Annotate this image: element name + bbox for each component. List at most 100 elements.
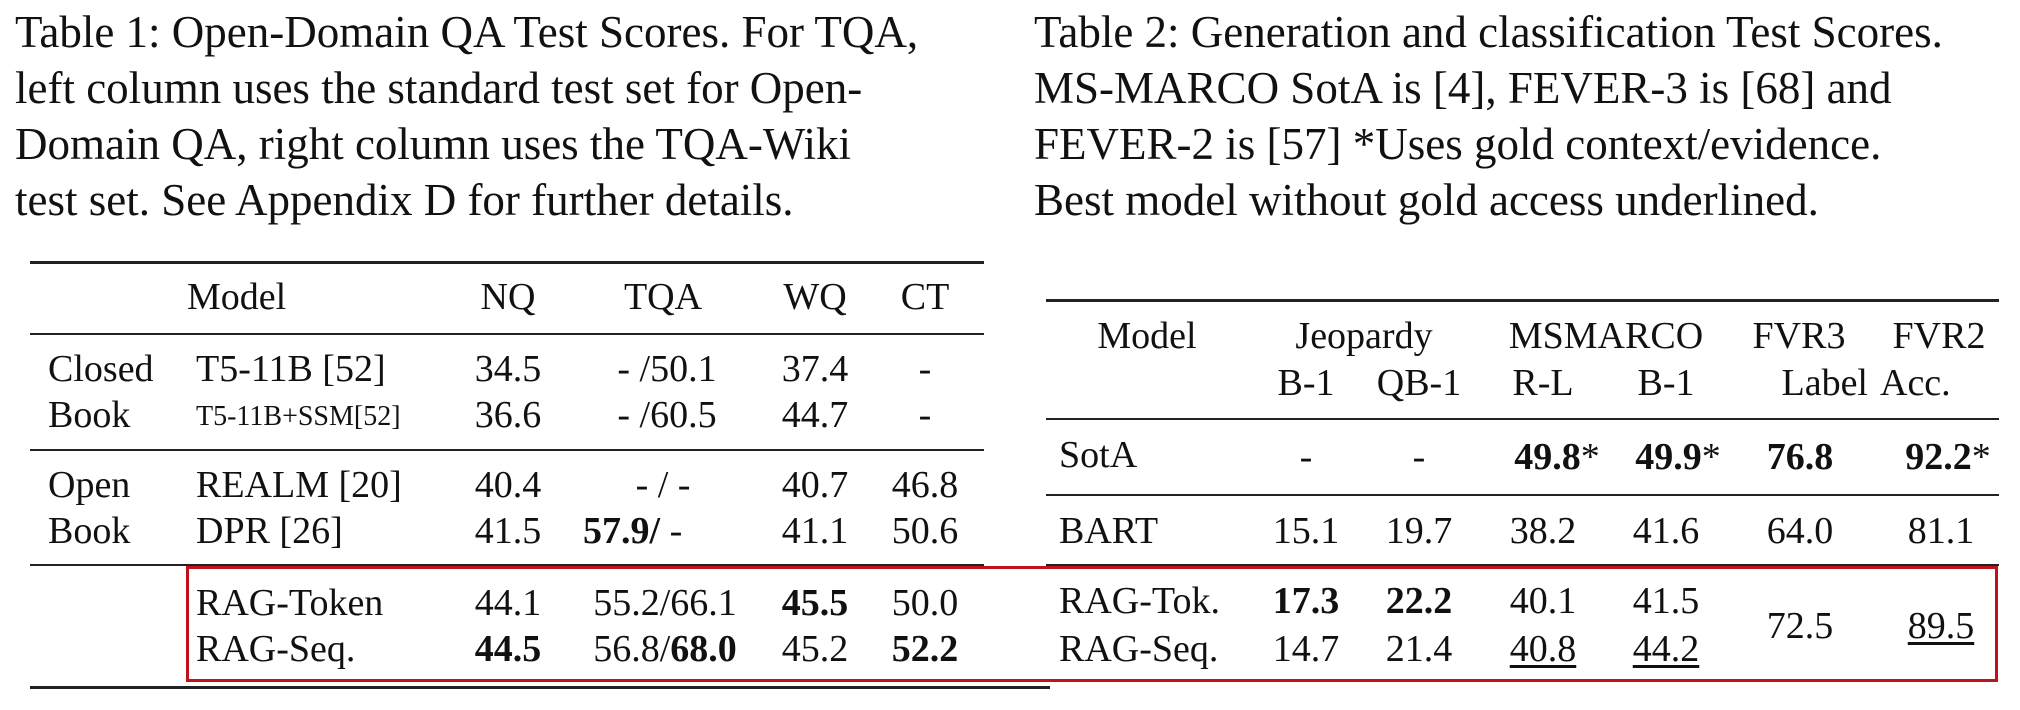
- table1-cell-wq: 44.7: [781, 394, 849, 436]
- table2-row-model: RAG-Seq.: [1059, 628, 1219, 670]
- table2-row-model: SotA: [1059, 434, 1138, 476]
- table1-cell-tqa: 56.8/68.0: [593, 627, 737, 671]
- table2-cell-b1: 15.1: [1272, 510, 1340, 552]
- table2-subheader-b1: B-1: [1637, 362, 1695, 404]
- table2-cell-rl: 40.1: [1509, 580, 1577, 622]
- caption-line: MS-MARCO SotA is [4], FEVER-3 is [68] an…: [1034, 63, 1892, 113]
- table1-caption: Table 1: Open-Domain QA Test Scores. For…: [15, 4, 1000, 228]
- caption-line: Best model without gold access underline…: [1034, 175, 1819, 225]
- rag-highlight-box: [186, 566, 1998, 682]
- table2-subheader-label: Label: [1781, 362, 1868, 404]
- table1-cell-wq: 40.7: [781, 464, 849, 506]
- table2-cell-rl: 40.8: [1509, 628, 1577, 670]
- table2-cell-fvr3: 72.5: [1766, 605, 1834, 647]
- table1-cell-tqa: 55.2/66.1: [593, 582, 737, 624]
- table1-cell-tqa: - / -: [635, 464, 691, 506]
- table2-cell-b1: 17.3: [1272, 580, 1340, 622]
- table2-group-rule: [1046, 564, 1999, 566]
- table2-cell-qb1: -: [1412, 436, 1426, 478]
- table2-subheader-b1: B-1: [1277, 362, 1335, 404]
- table1-cell-nq: 44.1: [474, 582, 542, 624]
- caption-line: Table 2: Generation and classification T…: [1034, 7, 1943, 57]
- table2-row-model: BART: [1059, 510, 1159, 552]
- table2-cell-rl: 49.8*: [1514, 435, 1600, 479]
- group-label-closed: Closed: [48, 348, 154, 390]
- table2-cell-fvr2: 81.1: [1907, 510, 1975, 552]
- table1-cell-nq: 44.5: [474, 628, 542, 670]
- table2-cell-rl: 38.2: [1509, 510, 1577, 552]
- table2-top-rule: [1046, 299, 1999, 302]
- table1-header-model: Model: [187, 276, 287, 318]
- bold-value: 92.2: [1905, 436, 1972, 478]
- table2-subheader-qb1: QB-1: [1376, 362, 1462, 404]
- group-label-book: Book: [48, 394, 131, 436]
- tqa-plain-value: 56.8/: [593, 628, 671, 670]
- table2-caption: Table 2: Generation and classification T…: [1034, 4, 2014, 228]
- table2-cell-fvr2: 92.2*: [1905, 435, 1991, 479]
- table1-cell-ct: 46.8: [891, 464, 959, 506]
- table1-cell-tqa: 57.9/ -: [583, 509, 682, 553]
- table2-group-rule: [1046, 494, 1999, 496]
- table2-cell-b1: 41.5: [1632, 580, 1700, 622]
- table2-header-jeopardy: Jeopardy: [1295, 315, 1433, 357]
- table1-header-wq: WQ: [783, 276, 847, 318]
- table1-cell-wq: 45.5: [781, 582, 849, 624]
- table1-cell-ct: 50.6: [891, 510, 959, 552]
- table2-cell-b1: -: [1299, 436, 1313, 478]
- table1-group-rule: [30, 449, 984, 451]
- table1-cell-wq: 37.4: [781, 348, 849, 390]
- table2-cell-b1: 49.9*: [1635, 435, 1721, 479]
- table1-row-model: RAG-Seq.: [196, 628, 356, 670]
- table2-subheader-acc: Acc.: [1880, 362, 1951, 404]
- table1-row-model: T5-11B+SSM[52]: [196, 401, 401, 432]
- table1-header-rule: [30, 333, 984, 335]
- table2-cell-qb1: 22.2: [1385, 580, 1453, 622]
- table2-cell-fvr3: 64.0: [1766, 510, 1834, 552]
- caption-line: FEVER-2 is [57] *Uses gold context/evide…: [1034, 119, 1882, 169]
- tqa-bold-value: 57.9/: [583, 510, 661, 552]
- table1-cell-wq: 45.2: [781, 628, 849, 670]
- bold-value: 49.9: [1635, 436, 1702, 478]
- table2-header-model: Model: [1097, 315, 1197, 357]
- table2-header-msmarco: MSMARCO: [1508, 315, 1704, 357]
- table1-header-ct: CT: [900, 276, 950, 318]
- table1-cell-tqa: - /50.1: [617, 348, 717, 390]
- table2-cell-fvr3: 76.8: [1766, 436, 1834, 478]
- table1-row-model: RAG-Token: [196, 582, 384, 624]
- table1-cell-wq: 41.1: [781, 510, 849, 552]
- table2-cell-b1: 14.7: [1272, 628, 1340, 670]
- table1-cell-nq: 40.4: [474, 464, 542, 506]
- table2-header-fvr3: FVR3: [1752, 315, 1846, 357]
- table2-subheader-rl: R-L: [1512, 362, 1574, 404]
- tqa-plain-value: -: [660, 510, 683, 552]
- table2-header-fvr2: FVR2: [1892, 315, 1986, 357]
- table1-cell-nq: 36.6: [474, 394, 542, 436]
- table1-cell-nq: 34.5: [474, 348, 542, 390]
- table2-cell-qb1: 19.7: [1385, 510, 1453, 552]
- tqa-bold-value: 68.0: [670, 628, 737, 670]
- table1-top-rule: [30, 261, 984, 264]
- table1-group-rule: [30, 564, 984, 566]
- table1-row-model: T5-11B [52]: [196, 348, 386, 390]
- table1-cell-tqa: - /60.5: [617, 394, 717, 436]
- table1-cell-ct: 52.2: [891, 628, 959, 670]
- table1-bottom-rule: [30, 686, 1050, 689]
- gold-marker: *: [1701, 436, 1721, 478]
- table1-cell-ct: -: [918, 394, 932, 436]
- table1-cell-nq: 41.5: [474, 510, 542, 552]
- table1-cell-ct: -: [918, 348, 932, 390]
- table2-cell-fvr2: 89.5: [1907, 605, 1975, 647]
- caption-line: Table 1: Open-Domain QA Test Scores. For…: [15, 7, 919, 57]
- gold-marker: *: [1971, 436, 1991, 478]
- caption-line: test set. See Appendix D for further det…: [15, 175, 794, 225]
- gold-marker: *: [1580, 436, 1600, 478]
- table2-header-rule: [1046, 418, 1999, 420]
- group-label-book: Book: [48, 510, 131, 552]
- bold-value: 49.8: [1514, 436, 1581, 478]
- table1-header-tqa: TQA: [623, 276, 703, 318]
- caption-line: left column uses the standard test set f…: [15, 63, 863, 113]
- table2-cell-qb1: 21.4: [1385, 628, 1453, 670]
- table2-cell-b1: 41.6: [1632, 510, 1700, 552]
- table1-row-model: REALM [20]: [196, 464, 402, 506]
- caption-line: Domain QA, right column uses the TQA-Wik…: [15, 119, 851, 169]
